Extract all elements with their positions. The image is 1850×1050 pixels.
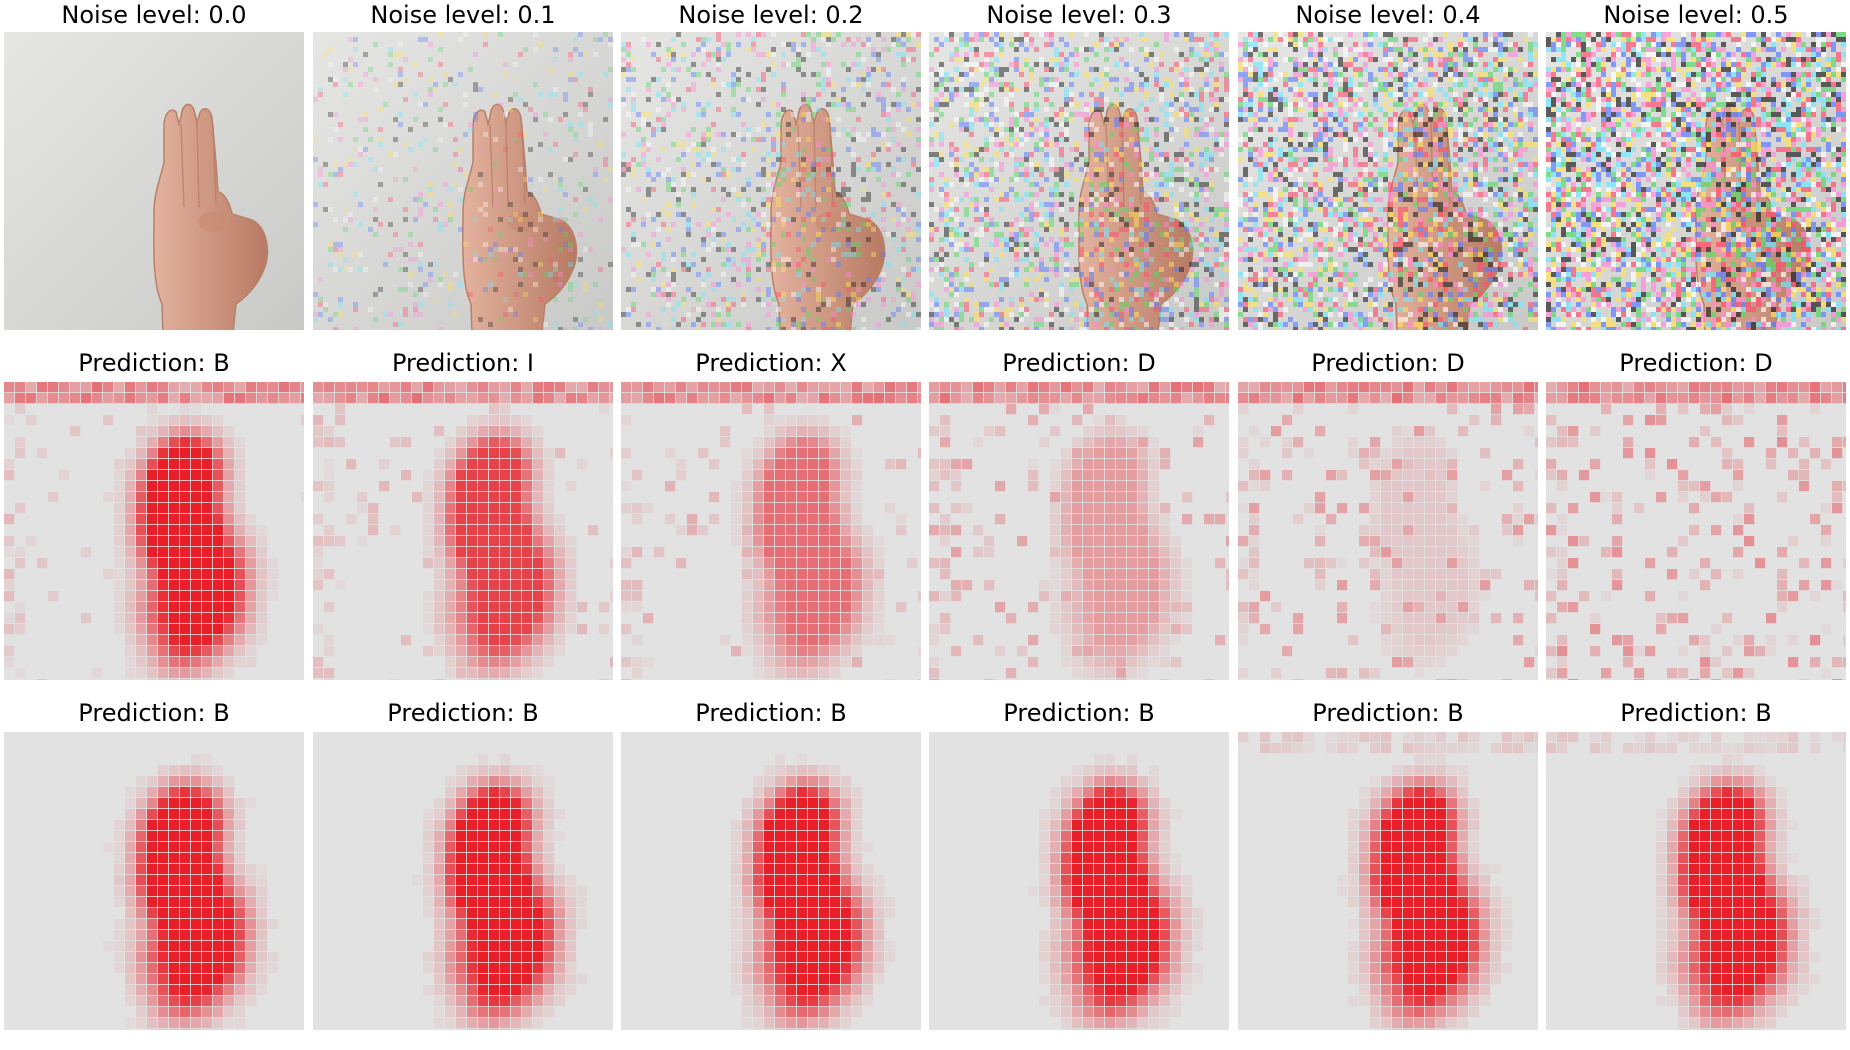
saliency-heatmap — [1238, 382, 1538, 680]
panel-title: Prediction: B — [387, 699, 539, 727]
baseline-saliency-panel: Prediction: D — [1238, 348, 1538, 680]
noisy-input-panel: Noise level: 0.1 — [313, 0, 613, 330]
noisy-input-panel: Noise level: 0.5 — [1546, 0, 1846, 330]
robust-saliency-panel: Prediction: B — [621, 698, 921, 1030]
saliency-heatmap — [929, 732, 1229, 1030]
panel-title: Noise level: 0.5 — [1603, 1, 1789, 29]
noisy-input-panel: Noise level: 0.2 — [621, 0, 921, 330]
robust-saliency-panel: Prediction: B — [929, 698, 1229, 1030]
panel-title: Prediction: X — [695, 349, 847, 377]
baseline-saliency-panel: Prediction: X — [621, 348, 921, 680]
panel-title: Prediction: D — [1002, 349, 1156, 377]
panel-title: Noise level: 0.1 — [370, 1, 556, 29]
baseline-saliency-panel: Prediction: B — [4, 348, 304, 680]
panel-title: Noise level: 0.3 — [986, 1, 1172, 29]
panel-title: Prediction: D — [1619, 349, 1773, 377]
panel-title: Prediction: B — [78, 699, 230, 727]
noisy-input-panel: Noise level: 0.4 — [1238, 0, 1538, 330]
saliency-heatmap — [313, 382, 613, 680]
panel-title: Noise level: 0.2 — [678, 1, 864, 29]
panel-title: Prediction: I — [391, 349, 535, 377]
baseline-saliency-panel: Prediction: I — [313, 348, 613, 680]
noisy-hand-image — [313, 32, 613, 330]
saliency-heatmap — [1238, 732, 1538, 1030]
baseline-saliency-panel: Prediction: D — [929, 348, 1229, 680]
panel-title: Noise level: 0.4 — [1295, 1, 1481, 29]
noisy-hand-image — [1238, 32, 1538, 330]
saliency-heatmap — [313, 732, 613, 1030]
baseline-saliency-panel: Prediction: D — [1546, 348, 1846, 680]
noisy-hand-image — [929, 32, 1229, 330]
panel-title: Prediction: B — [1003, 699, 1155, 727]
panel-title: Prediction: B — [78, 349, 230, 377]
panel-title: Prediction: B — [1312, 699, 1464, 727]
noisy-hand-image — [621, 32, 921, 330]
robust-saliency-panel: Prediction: B — [313, 698, 613, 1030]
noisy-hand-image — [4, 32, 304, 330]
robust-saliency-panel: Prediction: B — [1238, 698, 1538, 1030]
panel-title: Prediction: B — [695, 699, 847, 727]
panel-title: Prediction: B — [1620, 699, 1772, 727]
saliency-heatmap — [1546, 732, 1846, 1030]
saliency-heatmap — [4, 732, 304, 1030]
saliency-heatmap — [621, 382, 921, 680]
robust-saliency-panel: Prediction: B — [4, 698, 304, 1030]
saliency-heatmap — [4, 382, 304, 680]
noisy-hand-image — [1546, 32, 1846, 330]
saliency-heatmap — [1546, 382, 1846, 680]
noisy-input-panel: Noise level: 0.0 — [4, 0, 304, 330]
saliency-heatmap — [621, 732, 921, 1030]
panel-title: Noise level: 0.0 — [61, 1, 247, 29]
panel-title: Prediction: D — [1311, 349, 1465, 377]
noisy-input-panel: Noise level: 0.3 — [929, 0, 1229, 330]
saliency-heatmap — [929, 382, 1229, 680]
robust-saliency-panel: Prediction: B — [1546, 698, 1846, 1030]
